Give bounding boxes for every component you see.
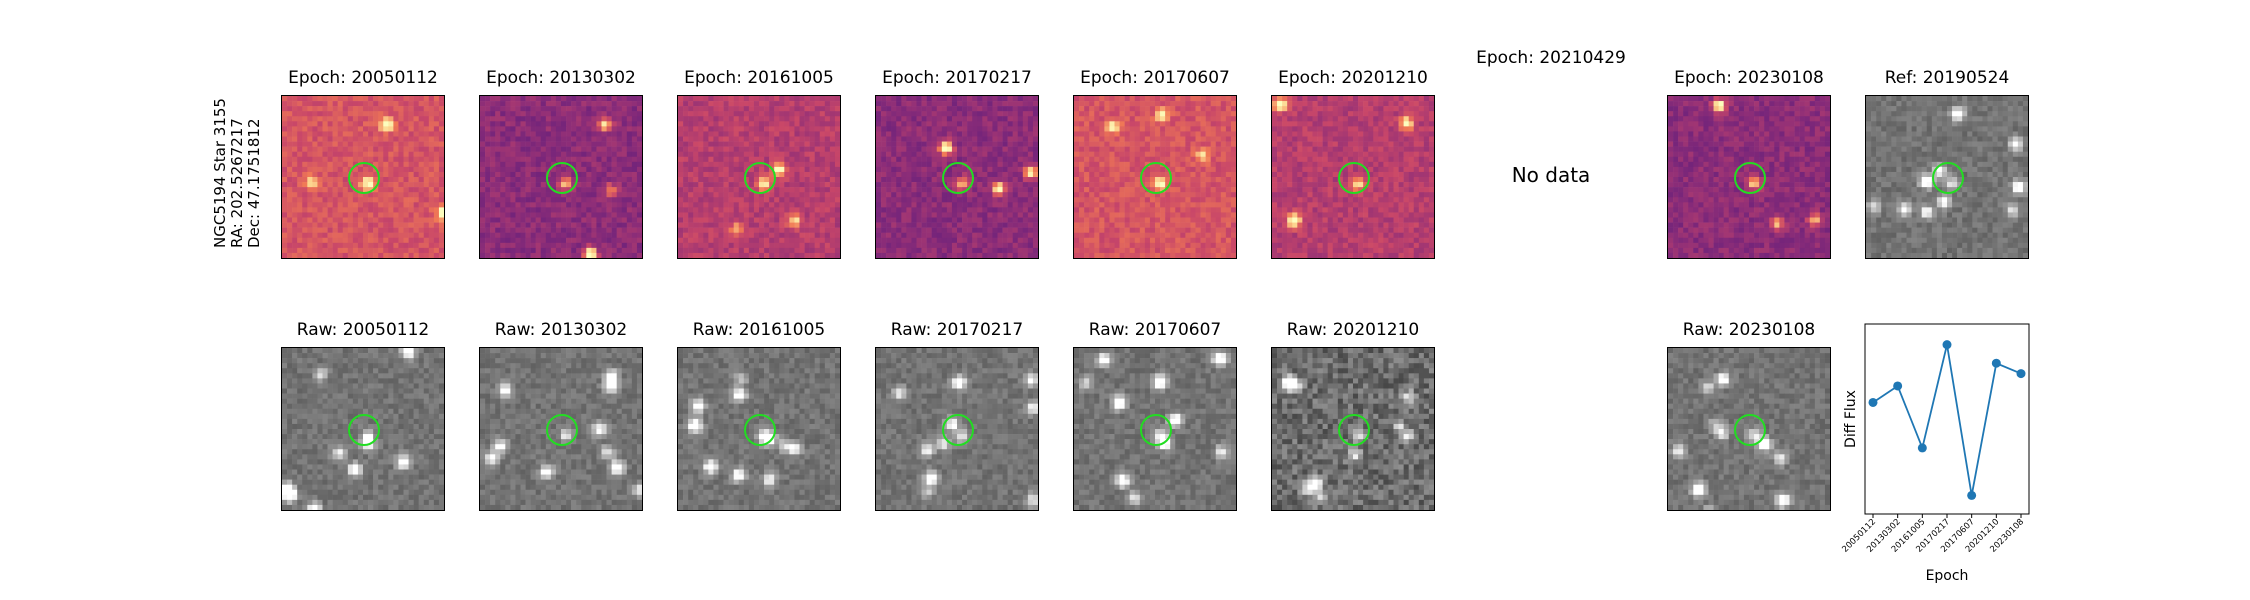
target-circle [1338, 162, 1370, 194]
panel-title: Epoch: 20201210 [1278, 68, 1428, 88]
panel-title: Epoch: 20130302 [486, 68, 636, 88]
panel-title: Raw: 20161005 [692, 320, 826, 340]
target-circle [546, 162, 578, 194]
target-circle [1734, 162, 1766, 194]
difference-image [1667, 95, 1831, 259]
raw-image [281, 347, 445, 511]
plot-frame [1864, 323, 2030, 515]
data-point [1991, 358, 2001, 368]
raw-image [479, 347, 643, 511]
diff-flux-chart: 2005011220130302201610052017021720170607… [1840, 323, 2030, 584]
difference-image [1073, 95, 1237, 259]
target-circle [348, 162, 380, 194]
target-circle [1140, 162, 1172, 194]
difference-image [479, 95, 643, 259]
data-point [1868, 397, 1878, 407]
difference-image [281, 95, 445, 259]
panel-title: Epoch: 20210429 [1476, 48, 1626, 68]
data-point [1942, 340, 1952, 350]
difference-image [1271, 95, 1435, 259]
target-circle [1932, 162, 1964, 194]
difference-image [875, 95, 1039, 259]
target-circle [348, 414, 380, 446]
difference-image [1865, 95, 2029, 259]
panel-title: Raw: 20170217 [890, 320, 1024, 340]
panel-title: Raw: 20050112 [296, 320, 430, 340]
target-circle [546, 414, 578, 446]
panel-title: Epoch: 20050112 [288, 68, 438, 88]
target-circle [744, 414, 776, 446]
y-axis-label: Diff Flux [1843, 390, 1859, 448]
data-point [1917, 443, 1927, 453]
data-point [1967, 490, 1977, 500]
star-name: NGC5194 Star 3155 [211, 98, 229, 248]
target-circle [1734, 414, 1766, 446]
x-axis-label: Epoch [1926, 568, 1969, 584]
target-circle [744, 162, 776, 194]
target-circle [942, 414, 974, 446]
panel-title: Epoch: 20161005 [684, 68, 834, 88]
panel-title: Raw: 20230108 [1682, 320, 1816, 340]
series-line [1872, 344, 2022, 496]
star-info-label: NGC5194 Star 3155 RA: 202.5267217 Dec: 4… [211, 98, 263, 248]
panel-title: Epoch: 20170217 [882, 68, 1032, 88]
data-point [1893, 381, 1903, 391]
panel-title: Raw: 20201210 [1286, 320, 1420, 340]
no-data-message: No data [1511, 163, 1591, 187]
panel-title: Epoch: 20230108 [1674, 68, 1824, 88]
raw-image [875, 347, 1039, 511]
target-circle [1338, 414, 1370, 446]
target-circle [942, 162, 974, 194]
raw-image [677, 347, 841, 511]
data-point [2016, 369, 2026, 379]
panel-title: Raw: 20170607 [1088, 320, 1222, 340]
panel-title: Epoch: 20170607 [1080, 68, 1230, 88]
raw-image [1073, 347, 1237, 511]
panel-title: Raw: 20130302 [494, 320, 628, 340]
star-ra: RA: 202.5267217 [228, 118, 246, 248]
difference-image [677, 95, 841, 259]
target-circle [1140, 414, 1172, 446]
star-dec: Dec: 47.1751812 [245, 118, 263, 248]
raw-image [1271, 347, 1435, 511]
raw-image [1667, 347, 1831, 511]
panel-title: Ref: 20190524 [1884, 68, 2010, 88]
